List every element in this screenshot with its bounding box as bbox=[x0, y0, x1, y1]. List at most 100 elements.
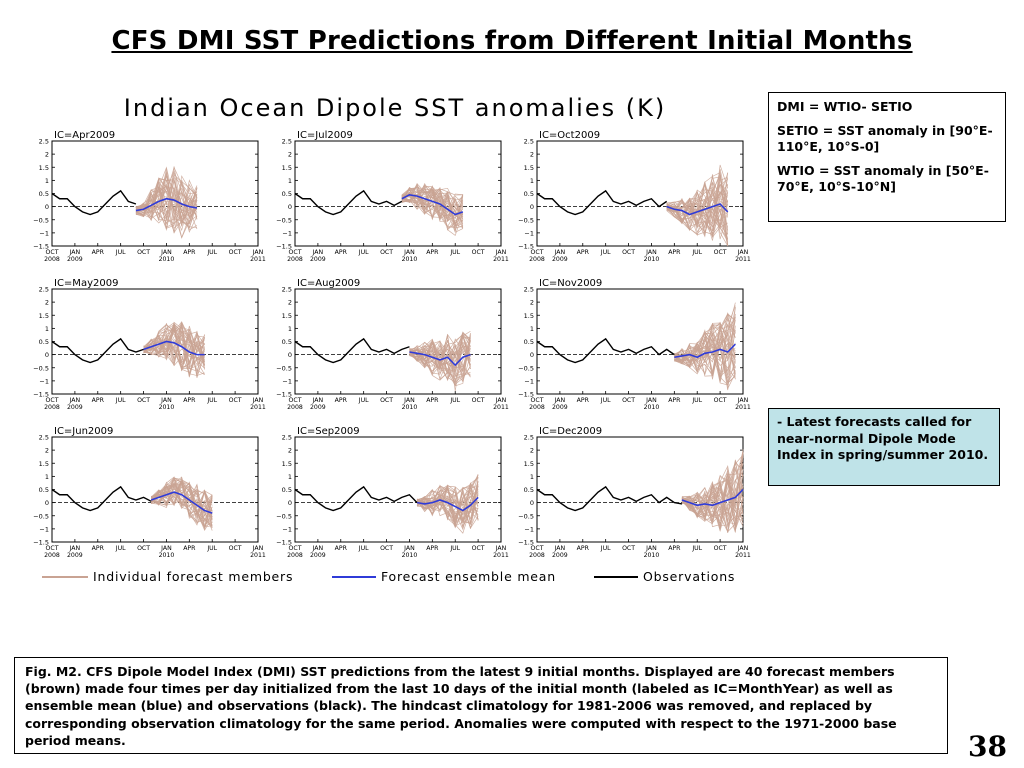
forecast-member-line bbox=[681, 452, 744, 533]
forecast-member-line bbox=[666, 190, 729, 233]
forecast-member-line bbox=[135, 201, 198, 233]
forecast-member-line bbox=[674, 302, 736, 372]
forecast-member-line bbox=[135, 175, 198, 223]
x-tick-label: JUL bbox=[206, 397, 217, 404]
x-tick-label: OCT bbox=[531, 397, 544, 404]
y-tick-label: 1 bbox=[530, 177, 534, 185]
y-tick-label: 0 bbox=[530, 203, 534, 211]
dmi-figure: Indian Ocean Dipole SST anomalies (K) 2.… bbox=[33, 94, 751, 584]
observations-line bbox=[294, 337, 410, 364]
y-tick-label: 1 bbox=[45, 177, 49, 185]
y-tick-label: −1.5 bbox=[33, 539, 49, 547]
y-tick-label: −1.5 bbox=[518, 539, 534, 547]
page-number: 38 bbox=[968, 730, 1007, 763]
y-tick-label: −1.5 bbox=[33, 243, 49, 251]
forecast-member-line bbox=[135, 177, 198, 225]
forecast-member-line bbox=[150, 478, 213, 516]
x-tick-label: JAN bbox=[160, 545, 172, 552]
x-tick-label: JUL bbox=[600, 545, 611, 552]
x-tick-label: OCT bbox=[622, 545, 635, 552]
x-tick-label: OCT bbox=[380, 545, 393, 552]
forecast-member-line bbox=[416, 474, 479, 524]
x-year-label: 2008 bbox=[529, 404, 545, 411]
x-year-label: 2009 bbox=[310, 256, 326, 263]
definition-setio: SETIO = SST anomaly in [90°E-110°E, 10°S… bbox=[777, 123, 993, 154]
x-tick-label: JAN bbox=[69, 545, 81, 552]
x-year-label: 2010 bbox=[159, 256, 175, 263]
y-tick-label: 2 bbox=[288, 447, 292, 455]
figure-caption-box: Fig. M2. CFS Dipole Model Index (DMI) SS… bbox=[14, 657, 948, 754]
legend-members-label: Individual forecast members bbox=[93, 569, 293, 584]
panel-label: IC=May2009 bbox=[54, 278, 118, 289]
x-tick-label: JUL bbox=[691, 397, 702, 404]
x-tick-label: JAN bbox=[554, 249, 566, 256]
observations-line bbox=[294, 189, 403, 216]
y-tick-label: −1 bbox=[282, 525, 292, 533]
x-tick-label: APR bbox=[668, 397, 681, 404]
x-tick-label: OCT bbox=[472, 249, 485, 256]
y-tick-label: −0.5 bbox=[518, 216, 534, 224]
forecast-member-line bbox=[409, 343, 471, 375]
x-year-label: 2008 bbox=[529, 552, 545, 559]
y-tick-label: −1.5 bbox=[518, 391, 534, 399]
x-tick-label: JAN bbox=[645, 249, 657, 256]
y-tick-label: −1 bbox=[524, 229, 534, 237]
y-tick-label: 1.5 bbox=[524, 460, 534, 468]
x-tick-label: OCT bbox=[622, 397, 635, 404]
x-tick-label: JUL bbox=[358, 249, 369, 256]
y-tick-label: −1 bbox=[282, 377, 292, 385]
forecast-member-line bbox=[674, 317, 736, 375]
y-tick-label: 2.5 bbox=[524, 138, 534, 146]
panel-label: IC=Nov2009 bbox=[539, 278, 602, 289]
panel-label: IC=Sep2009 bbox=[297, 426, 360, 437]
y-tick-label: 2 bbox=[530, 151, 534, 159]
x-year-label: 2009 bbox=[310, 552, 326, 559]
x-tick-label: OCT bbox=[289, 249, 302, 256]
x-tick-label: APR bbox=[577, 545, 590, 552]
x-tick-label: OCT bbox=[714, 249, 727, 256]
x-tick-label: JUL bbox=[206, 545, 217, 552]
x-tick-label: OCT bbox=[380, 249, 393, 256]
forecast-member-line bbox=[416, 482, 479, 529]
y-tick-label: −0.5 bbox=[276, 364, 292, 372]
legend: Individual forecast members Forecast ens… bbox=[42, 569, 735, 584]
forecast-note-text: - Latest forecasts called for near-norma… bbox=[777, 414, 989, 462]
x-tick-label: APR bbox=[426, 545, 439, 552]
y-tick-label: 1 bbox=[288, 177, 292, 185]
forecast-member-line bbox=[416, 485, 479, 527]
legend-obs-label: Observations bbox=[643, 569, 735, 584]
panel-label: IC=Dec2009 bbox=[539, 426, 602, 437]
y-tick-label: −0.5 bbox=[33, 216, 49, 224]
forecast-member-line bbox=[409, 345, 471, 376]
x-year-label: 2008 bbox=[287, 552, 303, 559]
y-tick-label: 2.5 bbox=[282, 138, 292, 146]
x-year-label: 2011 bbox=[735, 404, 751, 411]
x-tick-label: JUL bbox=[358, 397, 369, 404]
x-tick-label: APR bbox=[577, 397, 590, 404]
x-year-label: 2009 bbox=[67, 552, 83, 559]
y-tick-label: −1 bbox=[282, 229, 292, 237]
y-tick-label: −1.5 bbox=[276, 539, 292, 547]
x-year-label: 2009 bbox=[552, 552, 568, 559]
x-year-label: 2011 bbox=[735, 552, 751, 559]
x-tick-label: JAN bbox=[160, 249, 172, 256]
forecast-member-line bbox=[666, 202, 729, 236]
x-year-label: 2011 bbox=[493, 552, 509, 559]
x-tick-label: JAN bbox=[645, 397, 657, 404]
y-tick-label: 0.5 bbox=[39, 190, 49, 198]
x-tick-label: APR bbox=[183, 249, 196, 256]
forecast-member-line bbox=[150, 481, 213, 527]
ensemble-mean-line bbox=[135, 197, 198, 212]
y-tick-label: 0 bbox=[288, 499, 292, 507]
x-tick-label: OCT bbox=[46, 397, 59, 404]
y-tick-label: 2.5 bbox=[39, 138, 49, 146]
forecast-member-line bbox=[674, 342, 736, 373]
y-tick-label: −1.5 bbox=[33, 391, 49, 399]
x-tick-label: JAN bbox=[737, 545, 749, 552]
forecast-member-line bbox=[409, 336, 471, 367]
forecast-member-line bbox=[143, 329, 205, 369]
x-tick-label: APR bbox=[183, 545, 196, 552]
